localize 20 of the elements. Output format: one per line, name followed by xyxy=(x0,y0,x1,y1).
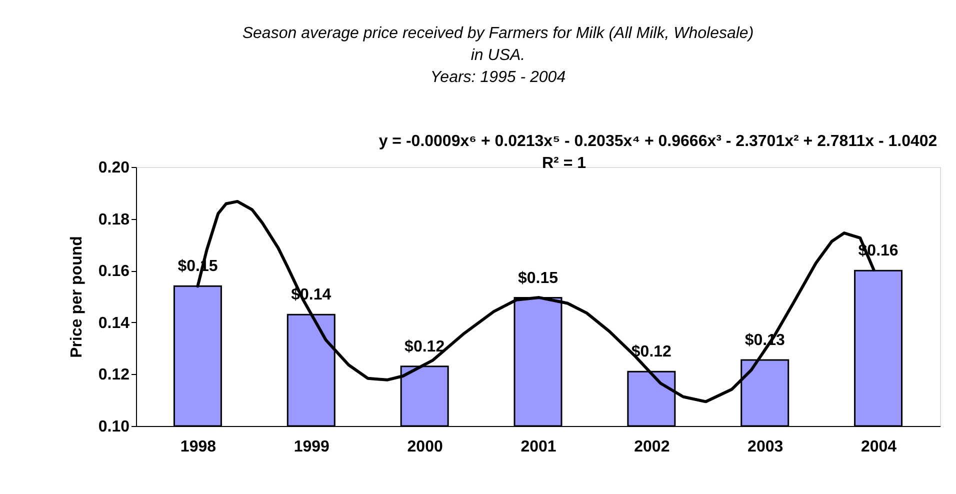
y-tick-label: 0.14 xyxy=(98,314,130,332)
y-tick-label: 0.18 xyxy=(98,211,130,228)
x-tick-label: 2001 xyxy=(520,438,556,456)
data-label: $0.12 xyxy=(404,338,445,356)
data-label: $0.15 xyxy=(518,270,558,287)
x-tick-label: 2000 xyxy=(407,438,443,456)
annotation: R² = 1 xyxy=(542,155,586,172)
text: y = -0.0009x⁶ + 0.0213x⁵ - 0.2035x⁴ + 0.9666x³ - 2.3701x² + 2.7811x - 1.0402 xyxy=(378,133,938,150)
y-tick-label: 0.20 xyxy=(98,160,130,176)
y-tick-label: 0.16 xyxy=(98,263,130,280)
y-tick-label: 0.12 xyxy=(98,366,130,384)
chart-subtitle: Years: 1995 - 2004 xyxy=(430,69,566,86)
x-tick-label: 2002 xyxy=(634,438,670,456)
y-tick-label: 0.10 xyxy=(98,418,130,436)
y-axis-title: Price per pound xyxy=(68,236,86,358)
x-tick-label: 2004 xyxy=(860,438,897,456)
chart-title: Season average price received by Farmers for Milk (All Milk, Wholesale) in USA. xyxy=(242,25,754,64)
x-tick-label: 2003 xyxy=(748,438,784,456)
x-tick-label: 1998 xyxy=(180,438,216,456)
x-tick-label: 1999 xyxy=(294,438,330,456)
